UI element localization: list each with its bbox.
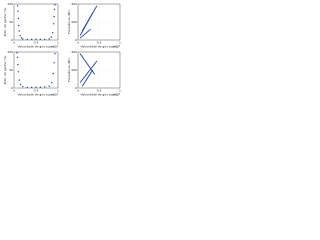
point [39,38,42,40]
page: {"chart_data": [ {"type": "scatter", "xl… [0,0,320,100]
y-axis-label: Frequência (Hz) [67,10,71,34]
y-tick-label: 200 [71,68,77,72]
y-tick-label: 100 [7,2,13,6]
x-axis-label: Velocidade de giro (rpm) [17,45,54,49]
point [44,86,46,88]
x-multiplier: ×10⁴ [50,45,58,49]
point [53,15,55,18]
y-tick-label: 50 [9,20,13,24]
point [19,83,22,86]
point [26,38,28,40]
point [44,38,46,40]
plot-frame [77,3,121,41]
point [30,86,33,88]
point [16,5,19,7]
point [48,38,50,40]
point [18,24,20,27]
point [50,36,53,38]
point [17,63,19,66]
plot-frame [77,51,121,89]
x-axis-label: Velocidade de giro (rpm) [80,93,117,97]
x-tick-label: 1 [119,89,121,93]
y-tick-label: 50 [9,68,13,72]
point [26,86,28,88]
y-axis-label: Prob. de ganho (%) [3,8,7,37]
point [22,85,24,88]
point [16,56,19,59]
point [48,85,50,87]
y-tick-label: 400 [71,2,77,6]
x-tick-label: 0 [13,41,15,45]
point [19,34,21,37]
plot-frame [13,3,59,41]
x-tick-label: 1 [57,89,59,93]
x-tick-label: 0 [13,89,15,93]
point [52,32,54,34]
x-axis-label: Velocidade de giro (rpm) [80,45,117,49]
x-axis-label: Velocidade de giro (rpm) [17,93,54,97]
point [22,38,24,40]
y-tick-label: 0 [11,86,13,90]
y-tick-label: 0 [11,38,13,42]
y-tick-label: 100 [7,50,13,54]
point [16,52,18,54]
point [17,71,20,73]
x-tick-label: 0.5 [34,89,39,93]
x-tick-label: 0.5 [34,41,39,45]
y-tick-label: 0 [75,38,77,42]
point [18,30,20,32]
x-tick-label: 0 [77,89,79,93]
x-multiplier: ×10⁴ [112,93,120,97]
x-multiplier: ×10⁴ [112,45,120,49]
x-tick-label: 0 [77,41,79,45]
point [53,8,56,11]
point [35,86,37,88]
point [53,62,55,64]
y-tick-label: 400 [71,50,77,54]
line [79,53,96,75]
x-tick-label: 1 [57,41,59,45]
x-multiplier: ×10⁴ [50,93,58,97]
point [17,17,20,20]
plot-frame [13,51,59,89]
point [51,81,53,84]
point [20,37,23,39]
line [79,28,91,39]
line [81,69,94,87]
point [52,23,55,25]
line [81,5,98,32]
y-tick-label: 0 [75,86,77,90]
point [39,86,42,88]
line [79,60,98,83]
point [54,4,56,6]
y-tick-label: 200 [71,20,77,24]
y-axis-label: Prob. de ganho (%) [3,56,7,85]
y-axis-label: Frequência (Hz) [67,58,71,82]
x-tick-label: 1 [119,41,121,45]
x-tick-label: 0.5 [97,89,102,93]
point [52,72,54,75]
x-tick-label: 0.5 [97,41,102,45]
point [30,38,33,40]
point [54,53,56,55]
point [18,79,20,81]
point [35,38,37,40]
point [17,10,19,12]
